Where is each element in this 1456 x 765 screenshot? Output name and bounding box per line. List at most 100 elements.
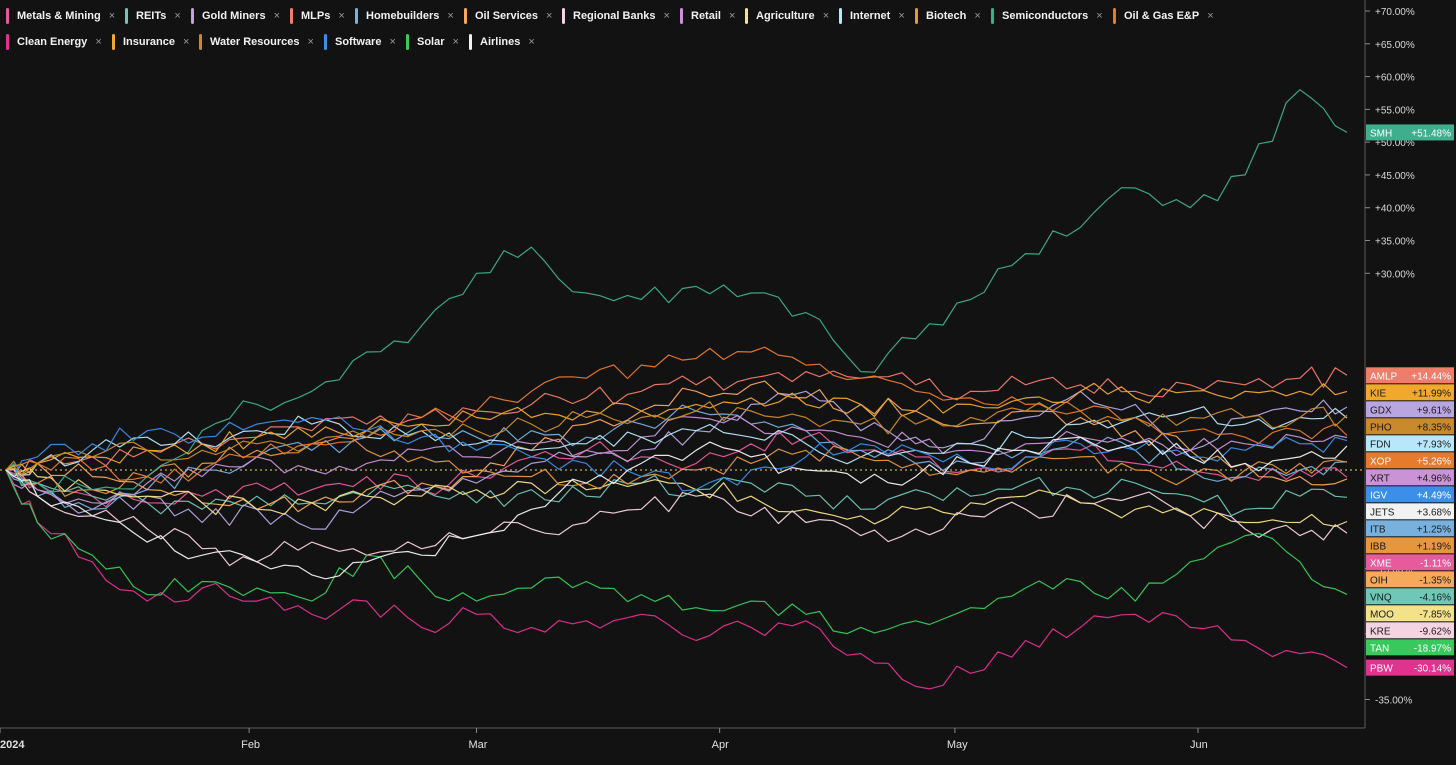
end-label-value: +4.49% — [1417, 490, 1451, 501]
x-tick-label: Jun — [1190, 739, 1208, 751]
close-icon[interactable]: × — [663, 10, 670, 22]
legend-item-oih[interactable]: Oil Services × — [464, 6, 552, 26]
end-label-ticker: KRE — [1370, 626, 1391, 637]
legend-label: REITs — [136, 10, 167, 22]
y-tick-label: +30.00% — [1375, 269, 1415, 280]
end-label-bg-ibb — [1366, 537, 1454, 554]
series-line-xrt — [5, 415, 1348, 505]
close-icon[interactable]: × — [1096, 10, 1103, 22]
legend-item-xop[interactable]: Oil & Gas E&P × — [1113, 6, 1214, 26]
end-label-bg-gdx — [1366, 401, 1454, 418]
close-icon[interactable]: × — [1207, 10, 1214, 22]
series-line-pho — [5, 401, 1348, 476]
series-line-ibb — [5, 436, 1348, 497]
series-line-xme — [5, 430, 1348, 508]
legend-item-kie[interactable]: Insurance × — [112, 32, 189, 52]
end-label-ticker: JETS — [1370, 507, 1395, 518]
legend-swatch — [1113, 8, 1116, 24]
end-label-ticker: ITB — [1370, 524, 1386, 535]
close-icon[interactable]: × — [273, 10, 280, 22]
x-tick-label: May — [947, 739, 968, 751]
end-label-value: -30.14% — [1414, 664, 1451, 675]
end-label-value: -9.62% — [1419, 626, 1451, 637]
end-label-value: -1.11% — [1420, 558, 1451, 569]
legend-item-kre[interactable]: Regional Banks × — [562, 6, 670, 26]
end-label-bg-pbw — [1366, 659, 1454, 676]
end-label-bg-jets — [1366, 503, 1454, 520]
end-label-value: +1.25% — [1417, 524, 1451, 535]
end-label-ticker: SMH — [1370, 128, 1392, 139]
legend-swatch — [745, 8, 748, 24]
close-icon[interactable]: × — [95, 36, 102, 48]
legend-swatch — [290, 8, 293, 24]
close-icon[interactable]: × — [974, 10, 981, 22]
series-line-oih — [5, 380, 1348, 513]
close-icon[interactable]: × — [389, 36, 396, 48]
legend-item-moo[interactable]: Agriculture × — [745, 6, 829, 26]
end-label-ticker: GDX — [1370, 405, 1392, 416]
legend-item-igv[interactable]: Software × — [324, 32, 396, 52]
legend-item-itb[interactable]: Homebuilders × — [355, 6, 454, 26]
legend-item-xrt[interactable]: Retail × — [680, 6, 735, 26]
legend-item-tan[interactable]: Solar × — [406, 32, 459, 52]
series-line-tan — [5, 469, 1348, 635]
legend-swatch — [464, 8, 467, 24]
legend-label: Solar — [417, 36, 445, 48]
legend-label: Biotech — [926, 10, 967, 22]
end-label-value: +51.48% — [1411, 128, 1451, 139]
close-icon[interactable]: × — [546, 10, 553, 22]
close-icon[interactable]: × — [822, 10, 830, 22]
legend-label: Oil Services — [475, 10, 538, 22]
legend-item-smh[interactable]: Semiconductors × — [991, 6, 1103, 26]
end-label-ticker: IGV — [1370, 490, 1388, 501]
legend-item-jets[interactable]: Airlines × — [469, 32, 535, 52]
legend-label: Gold Miners — [202, 10, 266, 22]
y-tick-label: +50.00% — [1375, 138, 1415, 149]
legend-item-ibb[interactable]: Biotech × — [915, 6, 981, 26]
close-icon[interactable]: × — [307, 36, 314, 48]
close-icon[interactable]: × — [338, 10, 345, 22]
series-line-vnq — [5, 468, 1348, 517]
y-tick-label: +65.00% — [1375, 40, 1415, 51]
end-label-ticker: PHO — [1370, 422, 1392, 433]
end-label-bg-kie — [1366, 384, 1454, 401]
series-line-amlp — [5, 366, 1348, 477]
legend-label: MLPs — [301, 10, 331, 22]
series-line-jets — [5, 436, 1348, 580]
close-icon[interactable]: × — [898, 10, 905, 22]
legend-item-vnq[interactable]: REITs × — [125, 6, 181, 26]
legend-swatch — [469, 34, 472, 50]
close-icon[interactable]: × — [182, 36, 190, 48]
legend-swatch — [6, 8, 9, 24]
close-icon[interactable]: × — [174, 10, 181, 22]
legend-item-pbw[interactable]: Clean Energy × — [6, 32, 102, 52]
close-icon[interactable]: × — [452, 36, 459, 48]
x-tick-label: Apr — [712, 739, 729, 751]
y-tick-label: +55.00% — [1375, 105, 1415, 116]
legend-label: Clean Energy — [17, 36, 88, 48]
end-label-value: +5.26% — [1417, 456, 1451, 467]
legend-item-pho[interactable]: Water Resources × — [199, 32, 314, 52]
end-label-ticker: AMLP — [1370, 371, 1398, 382]
end-label-bg-xop — [1366, 452, 1454, 469]
legend-item-fdn[interactable]: Internet × — [839, 6, 905, 26]
legend-swatch — [915, 8, 918, 24]
legend-label: Oil & Gas E&P — [1124, 10, 1200, 22]
end-label-bg-moo — [1366, 605, 1454, 622]
end-label-value: -1.35% — [1419, 575, 1451, 586]
series-line-kie — [5, 382, 1348, 474]
close-icon[interactable]: × — [728, 10, 736, 22]
end-label-value: +1.19% — [1417, 541, 1451, 552]
legend-label: Regional Banks — [573, 10, 656, 22]
legend-item-gdx[interactable]: Gold Miners × — [191, 6, 280, 26]
close-icon[interactable]: × — [528, 36, 535, 48]
legend-item-xme[interactable]: Metals & Mining × — [6, 6, 115, 26]
series-line-gdx — [5, 390, 1348, 530]
close-icon[interactable]: × — [447, 10, 454, 22]
legend-item-amlp[interactable]: MLPs × — [290, 6, 345, 26]
y-tick-label: +35.00% — [1375, 237, 1415, 248]
legend-swatch — [562, 8, 565, 24]
close-icon[interactable]: × — [108, 10, 116, 22]
